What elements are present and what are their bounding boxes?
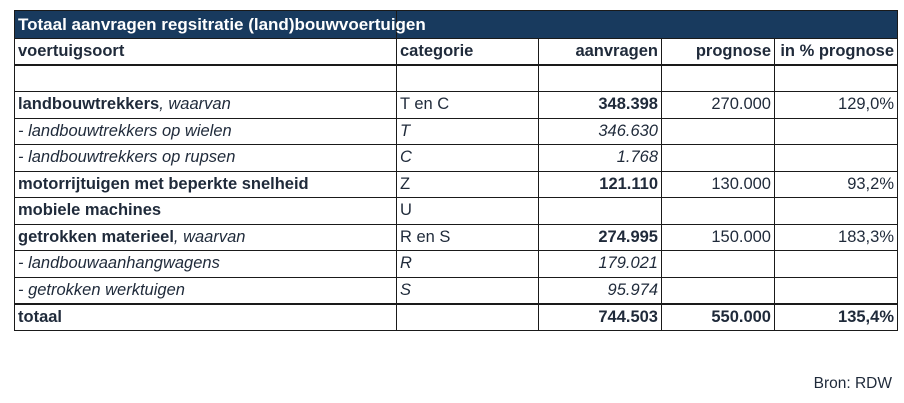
total-aanvragen: 744.503 bbox=[538, 302, 662, 331]
row-label: landbouwtrekkers, waarvan bbox=[14, 91, 397, 119]
aanvragen-cell bbox=[538, 64, 662, 92]
aanvragen-cell bbox=[538, 197, 662, 225]
pct-prognose-cell bbox=[774, 144, 898, 172]
row-label: mobiele machines bbox=[14, 197, 397, 225]
row-label: - landbouwaanhangwagens bbox=[14, 250, 397, 278]
table-row: landbouwtrekkers, waarvan T en C 348.398 27… bbox=[14, 91, 898, 119]
total-pct-prognose: 135,4% bbox=[774, 302, 898, 331]
aanvragen-cell: 121.110 bbox=[538, 170, 662, 198]
row-label: getrokken materieel, waarvan bbox=[14, 223, 397, 251]
pct-prognose-cell bbox=[774, 64, 898, 92]
vehicle-type: mobiele machines bbox=[18, 201, 162, 220]
vehicle-type: getrokken materieel bbox=[18, 227, 174, 246]
total-row: totaal 744.503 550.000 135,4% bbox=[14, 302, 898, 331]
total-label: totaal bbox=[14, 302, 397, 331]
source-note: Bron: RDW bbox=[813, 375, 892, 392]
column-header-row: voertuigsoort categorie aanvragen progno… bbox=[14, 38, 898, 66]
col-header-prognose: prognose bbox=[661, 38, 775, 66]
total-prognose: 550.000 bbox=[661, 302, 775, 331]
total-category bbox=[396, 302, 539, 331]
col-header-voertuigsoort: voertuigsoort bbox=[14, 38, 397, 66]
pct-prognose-cell bbox=[774, 117, 898, 145]
category-cell bbox=[396, 64, 539, 92]
category-cell: T bbox=[396, 117, 539, 145]
prognose-cell: 130.000 bbox=[661, 170, 775, 198]
pct-prognose-cell: 183,3% bbox=[774, 223, 898, 251]
vehicle-type: - landbouwtrekkers op rupsen bbox=[18, 148, 236, 167]
table-row: getrokken materieel, waarvan R en S 274.99… bbox=[14, 223, 898, 251]
vehicle-type: landbouwtrekkers bbox=[18, 95, 160, 114]
prognose-cell: 150.000 bbox=[661, 223, 775, 251]
vehicle-type: - getrokken werktuigen bbox=[18, 280, 185, 299]
table-row: - landbouwaanhangwagens R 179.021 bbox=[14, 250, 898, 278]
col-header-aanvragen: aanvragen bbox=[538, 38, 662, 66]
col-header-categorie: categorie bbox=[396, 38, 539, 66]
category-cell: R en S bbox=[396, 223, 539, 251]
pct-prognose-cell bbox=[774, 197, 898, 225]
vehicle-type-suffix: , waarvan bbox=[159, 95, 231, 114]
table-title-row: Totaal aanvragen regsitratie (land)bouwv… bbox=[14, 10, 898, 39]
aanvragen-cell: 346.630 bbox=[538, 117, 662, 145]
prognose-cell bbox=[661, 64, 775, 92]
category-cell: Z bbox=[396, 170, 539, 198]
category-cell: S bbox=[396, 276, 539, 304]
vehicle-type: - landbouwtrekkers op wielen bbox=[18, 121, 232, 140]
table-title: Totaal aanvragen regsitratie (land)bouwv… bbox=[14, 10, 426, 39]
prognose-cell bbox=[661, 250, 775, 278]
row-label: - landbouwtrekkers op rupsen bbox=[14, 144, 397, 172]
category-cell: T en C bbox=[396, 91, 539, 119]
prognose-cell: 270.000 bbox=[661, 91, 775, 119]
pct-prognose-cell bbox=[774, 276, 898, 304]
category-cell: R bbox=[396, 250, 539, 278]
aanvragen-cell: 274.995 bbox=[538, 223, 662, 251]
pct-prognose-cell: 129,0% bbox=[774, 91, 898, 119]
prognose-cell bbox=[661, 197, 775, 225]
table-row: motorrijtuigen met beperkte snelheid Z 121… bbox=[14, 170, 898, 198]
prognose-cell bbox=[661, 276, 775, 304]
prognose-cell bbox=[661, 117, 775, 145]
aanvragen-cell: 348.398 bbox=[538, 91, 662, 119]
row-label: motorrijtuigen met beperkte snelheid bbox=[14, 170, 397, 198]
pct-prognose-cell: 93,2% bbox=[774, 170, 898, 198]
registration-table: Totaal aanvragen regsitratie (land)bouwv… bbox=[14, 10, 898, 331]
aanvragen-cell: 1.768 bbox=[538, 144, 662, 172]
prognose-cell bbox=[661, 144, 775, 172]
pct-prognose-cell bbox=[774, 250, 898, 278]
col-header-pct-prognose: in % prognose bbox=[774, 38, 898, 66]
category-cell: C bbox=[396, 144, 539, 172]
table-row: mobiele machines U bbox=[14, 197, 898, 225]
aanvragen-cell: 179.021 bbox=[538, 250, 662, 278]
aanvragen-cell: 95.974 bbox=[538, 276, 662, 304]
category-cell: U bbox=[396, 197, 539, 225]
table-row bbox=[14, 64, 898, 92]
table-row: - landbouwtrekkers op rupsen C 1.768 bbox=[14, 144, 898, 172]
vehicle-type: motorrijtuigen met beperkte snelheid bbox=[18, 174, 309, 193]
vehicle-type: - landbouwaanhangwagens bbox=[18, 254, 220, 273]
row-label: - landbouwtrekkers op wielen bbox=[14, 117, 397, 145]
table-row: - getrokken werktuigen S 95.974 bbox=[14, 276, 898, 304]
row-label: - getrokken werktuigen bbox=[14, 276, 397, 304]
table-row: - landbouwtrekkers op wielen T 346.630 bbox=[14, 117, 898, 145]
vehicle-type-suffix: , waarvan bbox=[173, 227, 246, 246]
row-label bbox=[14, 64, 397, 92]
